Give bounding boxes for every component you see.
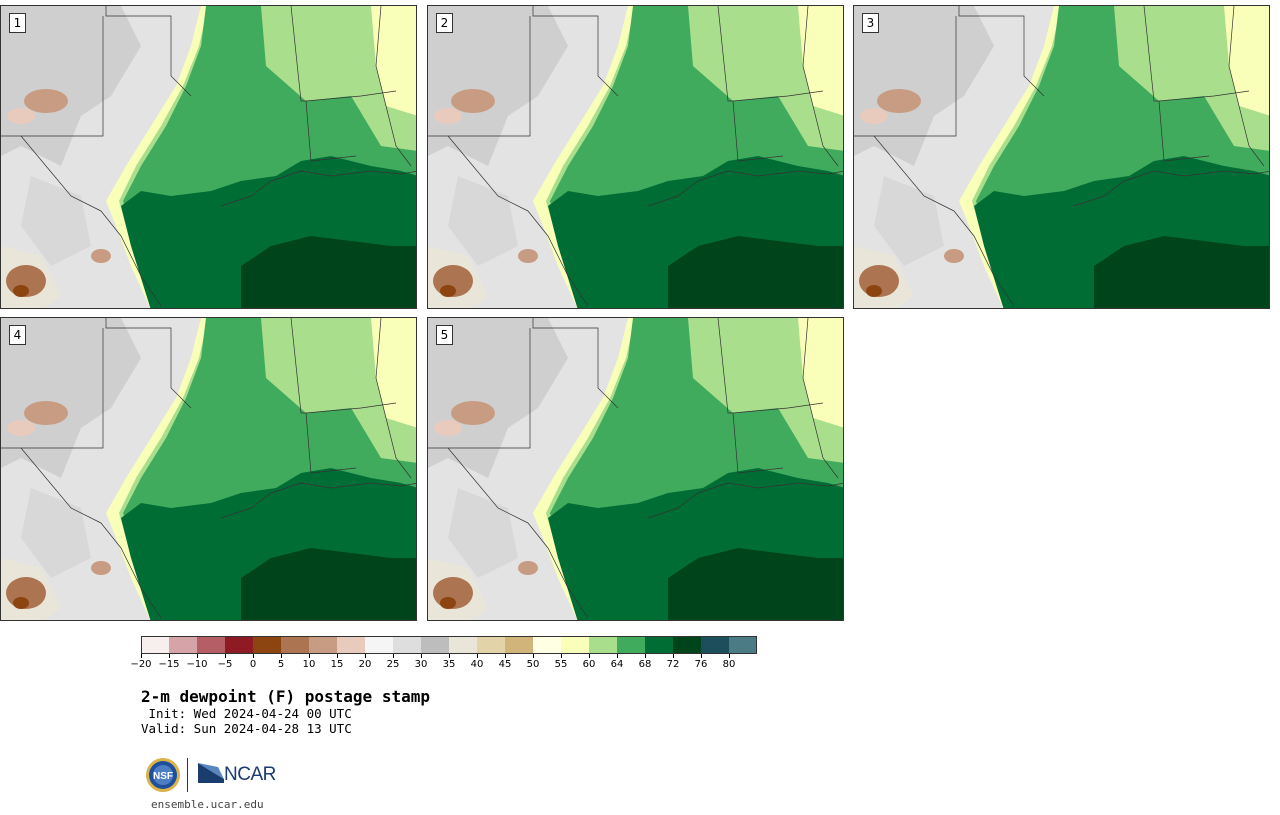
colorbar-swatch	[673, 636, 701, 654]
colorbar-tick-mark	[449, 654, 450, 658]
colorbar-tick-label: 20	[358, 659, 372, 670]
colorbar-tick-mark	[701, 654, 702, 658]
colorbar-tick-label: 35	[442, 659, 456, 670]
colorbar-tick-label: 30	[414, 659, 428, 670]
colorbar-tick-label: 55	[554, 659, 568, 670]
ncar-logo-mark	[198, 763, 224, 783]
colorbar-swatch	[141, 636, 169, 654]
colorbar-swatch	[617, 636, 645, 654]
colorbar-tick-mark	[561, 654, 562, 658]
colorbar-tick-label: −20	[130, 659, 152, 670]
colorbar-swatch	[561, 636, 589, 654]
panel-number: 2	[436, 13, 453, 33]
colorbar-swatch	[281, 636, 309, 654]
member-panel-2: 2	[427, 5, 844, 309]
colorbar-swatch	[169, 636, 197, 654]
plot-title: 2-m dewpoint (F) postage stamp	[141, 687, 430, 706]
colorbar-tick-label: 10	[302, 659, 316, 670]
colorbar-swatch	[645, 636, 673, 654]
panel-number: 5	[436, 325, 453, 345]
colorbar-tick-mark	[421, 654, 422, 658]
colorbar-swatch	[337, 636, 365, 654]
member-panel-3: 3	[853, 5, 1270, 309]
colorbar-swatch	[225, 636, 253, 654]
colorbar-tick-mark	[533, 654, 534, 658]
colorbar-swatch	[701, 636, 729, 654]
colorbar-tick-mark	[253, 654, 254, 658]
colorbar-tick-mark	[645, 654, 646, 658]
logo-separator	[187, 758, 188, 792]
ncar-logo-text: NCAR	[224, 764, 276, 785]
colorbar-tick-label: 0	[249, 659, 257, 670]
colorbar-tick-mark	[589, 654, 590, 658]
member-panel-1: 1	[0, 5, 417, 309]
colorbar-tick-mark	[729, 654, 730, 658]
colorbar-swatch	[449, 636, 477, 654]
panel-number: 3	[862, 13, 879, 33]
map-image	[428, 6, 844, 309]
colorbar-tick-label: 72	[666, 659, 680, 670]
map-image	[1, 318, 417, 621]
init-time: Init: Wed 2024-04-24 00 UTC	[141, 706, 352, 721]
member-panel-5: 5	[427, 317, 844, 621]
colorbar-tick-label: 45	[498, 659, 512, 670]
colorbar-tick-mark	[365, 654, 366, 658]
colorbar-swatch	[421, 636, 449, 654]
colorbar-swatch	[533, 636, 561, 654]
colorbar-tick-label: 40	[470, 659, 484, 670]
colorbar-tick-mark	[673, 654, 674, 658]
colorbar-swatch	[505, 636, 533, 654]
panel-number: 4	[9, 325, 26, 345]
colorbar-tick-mark	[309, 654, 310, 658]
colorbar-tick-label: 80	[722, 659, 736, 670]
colorbar-tick-mark	[505, 654, 506, 658]
colorbar-tick-mark	[393, 654, 394, 658]
colorbar-border	[141, 636, 757, 654]
member-panel-4: 4	[0, 317, 417, 621]
colorbar-tick-mark	[281, 654, 282, 658]
colorbar-tick-label: 64	[610, 659, 624, 670]
colorbar-ticks: −20 −15 −10 −5 0 5 10 15 20 25 30 35 40 45 50 55 60 64 68 7…	[130, 654, 781, 674]
colorbar-swatch	[365, 636, 393, 654]
colorbar-tick-label: 5	[277, 659, 285, 670]
colorbar-tick-mark	[225, 654, 226, 658]
colorbar-tick-label: 60	[582, 659, 596, 670]
nsf-logo-text: NSF	[153, 771, 173, 782]
colorbar-tick-label: 25	[386, 659, 400, 670]
colorbar-tick-label: 15	[330, 659, 344, 670]
colorbar-tick-label: 68	[638, 659, 652, 670]
colorbar-tick-mark	[477, 654, 478, 658]
map-image	[1, 6, 417, 309]
colorbar-swatch	[589, 636, 617, 654]
colorbar-tick-label: 50	[526, 659, 540, 670]
colorbar-tick-mark	[617, 654, 618, 658]
valid-time: Valid: Sun 2024-04-28 13 UTC	[141, 721, 352, 736]
map-image	[428, 318, 844, 621]
colorbar-swatch	[393, 636, 421, 654]
colorbar-swatch	[729, 636, 757, 654]
colorbar-tick-label: −15	[158, 659, 180, 670]
colorbar-tick-mark	[141, 654, 142, 658]
colorbar-tick-mark	[337, 654, 338, 658]
colorbar-swatch	[197, 636, 225, 654]
colorbar	[141, 636, 757, 654]
colorbar-tick-label: 76	[694, 659, 708, 670]
colorbar-swatch	[477, 636, 505, 654]
colorbar-tick-label: −5	[217, 659, 233, 670]
colorbar-tick-mark	[197, 654, 198, 658]
website-label: ensemble.ucar.edu	[151, 798, 264, 811]
colorbar-tick-mark	[169, 654, 170, 658]
colorbar-swatch	[309, 636, 337, 654]
map-image	[854, 6, 1270, 309]
nsf-logo: NSF	[146, 758, 180, 792]
colorbar-swatch	[253, 636, 281, 654]
panel-number: 1	[9, 13, 26, 33]
colorbar-tick-label: −10	[186, 659, 208, 670]
